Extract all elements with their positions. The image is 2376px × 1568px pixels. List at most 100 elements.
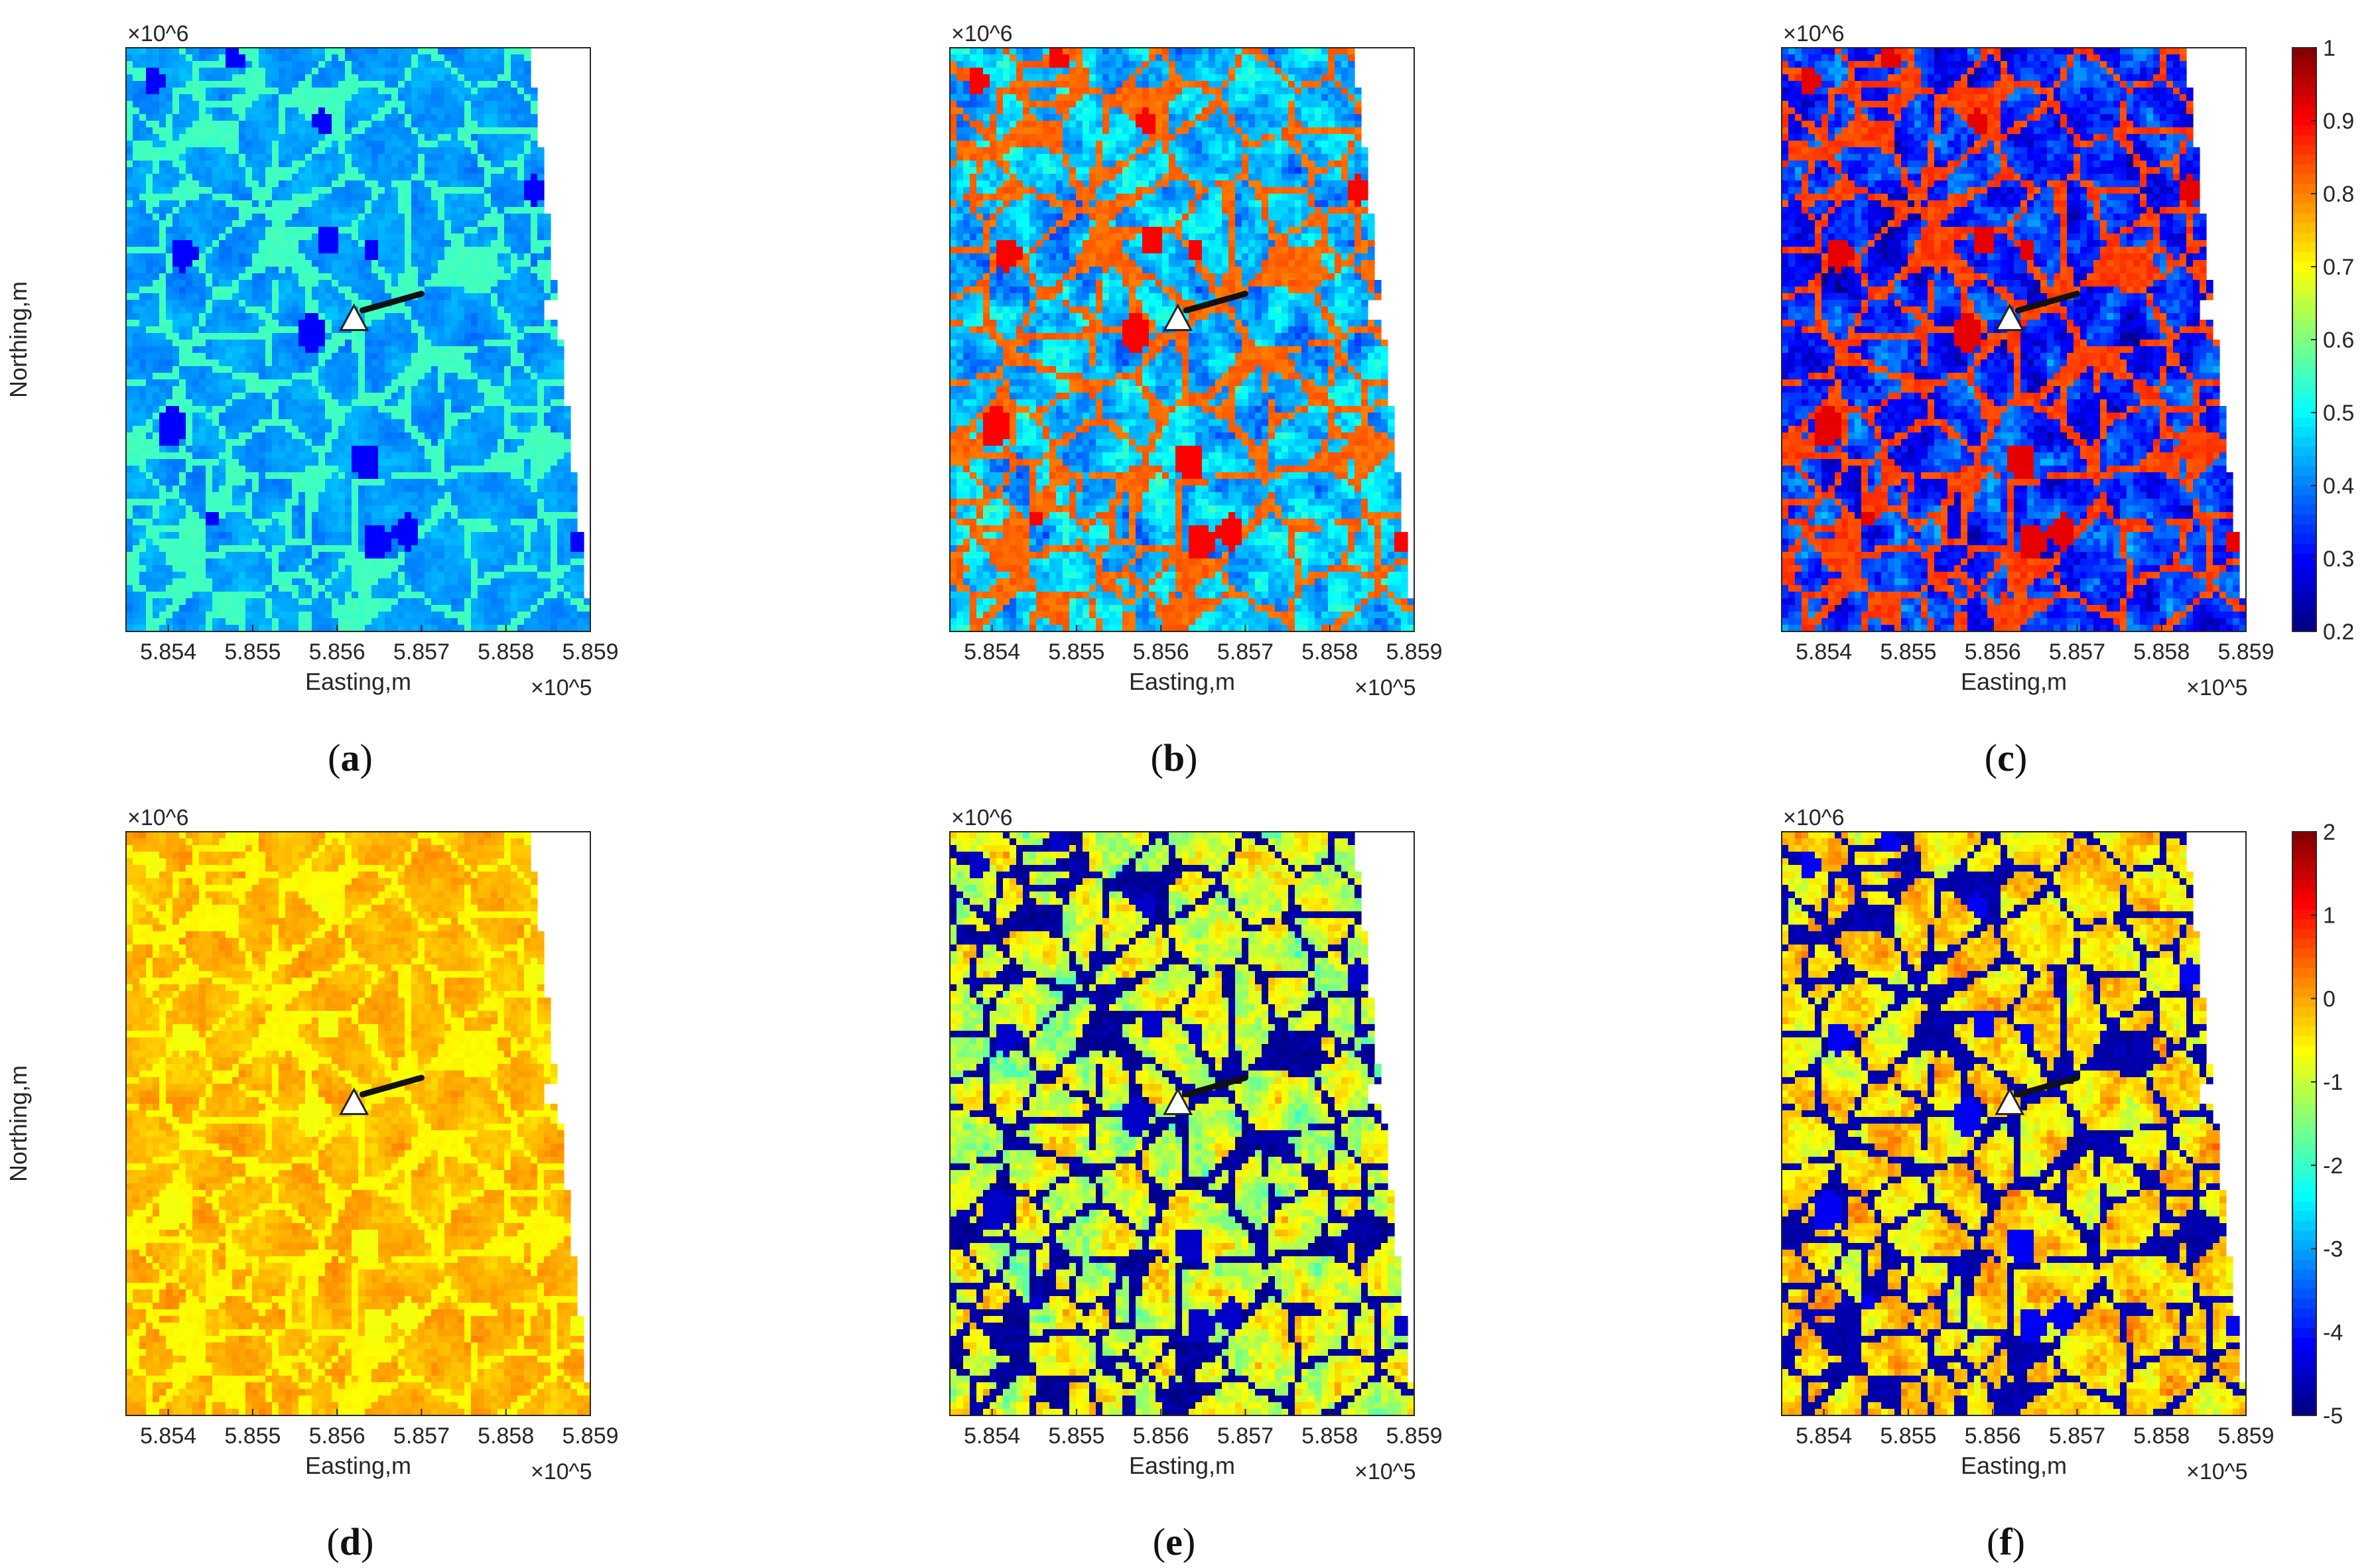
- heatmap-cell: [478, 253, 485, 261]
- heatmap-cell: [325, 94, 332, 101]
- heatmap-cell: [206, 532, 213, 539]
- heatmap-cell: [398, 68, 405, 75]
- heatmap-cell: [212, 505, 220, 513]
- heatmap-cell: [358, 280, 365, 287]
- heatmap-cell: [537, 472, 545, 480]
- heatmap-cell: [305, 227, 312, 234]
- heatmap-cell: [438, 88, 445, 95]
- heatmap-cell: [444, 393, 452, 400]
- heatmap-cell: [232, 306, 239, 314]
- heatmap-cell: [166, 399, 173, 407]
- heatmap-cell: [292, 353, 299, 360]
- heatmap-cell: [544, 214, 551, 221]
- heatmap-cell: [139, 48, 147, 55]
- heatmap-cell: [186, 187, 193, 194]
- heatmap-cell: [391, 426, 399, 433]
- heatmap-cell: [192, 134, 200, 141]
- heatmap-cell: [285, 121, 293, 128]
- heatmap-cell: [497, 220, 505, 228]
- heatmap-cell: [239, 141, 246, 148]
- heatmap-cell: [153, 333, 160, 340]
- heatmap-cell: [438, 346, 445, 354]
- heatmap-cell: [172, 366, 180, 373]
- heatmap-cell: [172, 48, 180, 55]
- heatmap-cell: [431, 88, 438, 95]
- heatmap-cell: [365, 313, 372, 320]
- heatmap-cell: [305, 333, 312, 340]
- heatmap-cell: [385, 247, 392, 254]
- heatmap-cell: [497, 446, 505, 453]
- heatmap-cell: [411, 88, 419, 95]
- heatmap-cell: [265, 273, 273, 281]
- heatmap-cell: [179, 88, 186, 95]
- heatmap-cell: [219, 187, 226, 194]
- heatmap-cell: [166, 61, 173, 68]
- heatmap-cell: [524, 81, 531, 88]
- heatmap-cell: [511, 519, 518, 526]
- heatmap-cell: [279, 399, 286, 407]
- heatmap-cell: [431, 260, 438, 267]
- heatmap-cell: [352, 121, 359, 128]
- heatmap-cell: [504, 472, 511, 480]
- heatmap-cell: [252, 94, 259, 101]
- heatmap-cell: [245, 452, 253, 460]
- heatmap-cell: [405, 114, 412, 121]
- heatmap-cell: [398, 121, 405, 128]
- heatmap-cell: [186, 545, 193, 553]
- heatmap-cell: [332, 54, 339, 62]
- heatmap-cell: [451, 253, 458, 261]
- heatmap-cell: [279, 353, 286, 360]
- heatmap-cell: [385, 306, 392, 314]
- heatmap-cell: [497, 127, 505, 135]
- heatmap-cell: [517, 273, 525, 281]
- heatmap-cell: [186, 220, 193, 228]
- heatmap-cell: [139, 359, 147, 367]
- heatmap-cell: [444, 88, 452, 95]
- heatmap-cell: [484, 539, 492, 546]
- heatmap-cell: [279, 539, 286, 546]
- heatmap-cell: [172, 121, 180, 128]
- heatmap-cell: [471, 147, 478, 155]
- heatmap-cell: [219, 220, 226, 228]
- heatmap-cell: [179, 280, 186, 287]
- heatmap-cell: [458, 167, 465, 174]
- heatmap-cell: [279, 194, 286, 201]
- heatmap-cell: [312, 552, 319, 559]
- heatmap-cell: [305, 187, 312, 194]
- heatmap-cell: [425, 253, 432, 261]
- heatmap-cell: [451, 61, 458, 68]
- heatmap-cell: [199, 127, 206, 135]
- heatmap-cell: [272, 472, 279, 480]
- heatmap-cell: [557, 545, 564, 553]
- heatmap-cell: [391, 227, 399, 234]
- heatmap-cell: [172, 439, 180, 446]
- heatmap-cell: [226, 399, 233, 407]
- heatmap-cell: [226, 167, 233, 174]
- heatmap-cell: [491, 452, 498, 460]
- heatmap-cell: [365, 247, 372, 254]
- heatmap-cell: [544, 280, 551, 287]
- heatmap-cell: [186, 446, 193, 453]
- heatmap-cell: [517, 479, 525, 486]
- heatmap-cell: [378, 320, 385, 327]
- heatmap-cell: [219, 552, 226, 559]
- heatmap-cell: [570, 539, 578, 546]
- heatmap-cell: [431, 333, 438, 340]
- heatmap-cell: [206, 366, 213, 373]
- heatmap-cell: [385, 413, 392, 420]
- heatmap-cell: [272, 459, 279, 466]
- heatmap-cell: [358, 107, 365, 115]
- heatmap-cell: [425, 94, 432, 101]
- heatmap-cell: [206, 167, 213, 174]
- heatmap-cell: [153, 373, 160, 380]
- heatmap-cell: [418, 353, 425, 360]
- heatmap-cell: [338, 273, 346, 281]
- heatmap-cell: [126, 121, 133, 128]
- heatmap-cell: [298, 459, 306, 466]
- heatmap-cell: [133, 74, 140, 82]
- heatmap-cell: [431, 293, 438, 300]
- heatmap-cell: [226, 207, 233, 214]
- heatmap-cell: [471, 293, 478, 300]
- heatmap-cell: [292, 61, 299, 68]
- heatmap-cell: [338, 220, 346, 228]
